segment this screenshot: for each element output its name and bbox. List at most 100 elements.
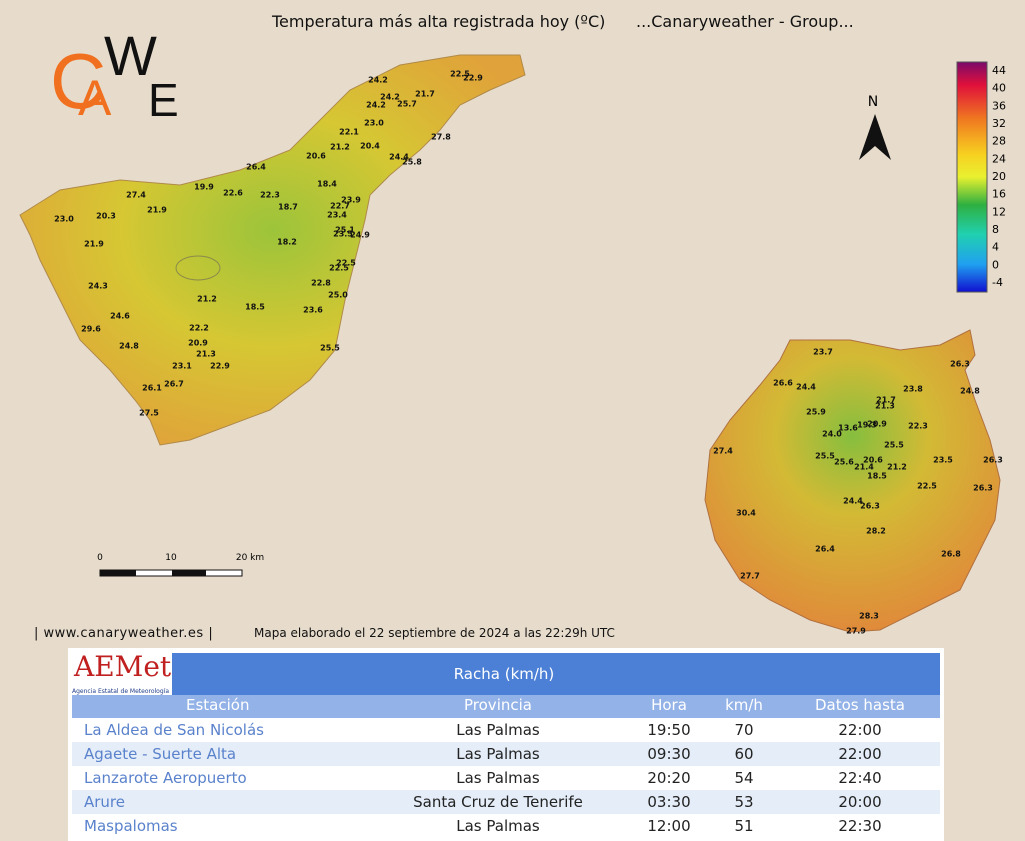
temperature-label: 22.9	[463, 74, 483, 83]
legend-label: 16	[992, 188, 1006, 201]
temperature-label: 26.1	[142, 384, 162, 393]
temperature-label: 25.5	[884, 441, 904, 450]
temperature-label: 23.6	[303, 306, 323, 315]
scale-label: 10	[165, 553, 177, 563]
temperature-label: 22.3	[260, 191, 280, 200]
temperature-label: 24.8	[960, 387, 980, 396]
table-cell[interactable]: Agaete - Suerte Alta	[84, 745, 237, 763]
temperature-label: 25.0	[328, 291, 348, 300]
legend-label: 0	[992, 258, 999, 271]
north-arrow	[859, 114, 891, 160]
gran-canaria-island	[704, 329, 1001, 633]
temperature-label: 23.0	[364, 119, 384, 128]
aemet-logo-sub: Agencia Estatal de Meteorología	[72, 688, 169, 695]
table-cell: Las Palmas	[456, 721, 540, 739]
temperature-label: 24.4	[796, 383, 816, 392]
logo-letter: W	[104, 24, 157, 87]
temperature-label: 21.7	[415, 90, 435, 99]
temperature-label: 27.9	[846, 627, 866, 636]
temperature-label: 26.4	[246, 163, 266, 172]
temperature-label: 24.0	[822, 430, 842, 439]
column-headers: Estación Provincia Hora km/h Datos hasta	[72, 695, 940, 718]
column-header: Datos hasta	[815, 696, 905, 714]
temperature-label: 24.8	[119, 342, 139, 351]
legend-label: 36	[992, 99, 1006, 112]
temperature-label: 22.5	[329, 264, 349, 273]
temperature-label: 18.5	[245, 303, 265, 312]
temperature-label: 20.9	[188, 339, 208, 348]
table-cell: 03:30	[647, 793, 691, 811]
legend-label: 4	[992, 241, 999, 254]
temperature-label: 23.9	[341, 196, 361, 205]
teide-crater	[175, 255, 221, 281]
temperature-label: 27.4	[126, 191, 146, 200]
table-cell: 19:50	[647, 721, 691, 739]
temperature-label: 22.5	[917, 482, 937, 491]
table-row: Agaete - Suerte Alta Las Palmas 09:30 60 22:…	[72, 742, 940, 766]
temperature-label: 26.3	[983, 456, 1003, 465]
legend-label: 44	[992, 64, 1006, 77]
temperature-label: 28.3	[859, 612, 879, 621]
table-cell: Santa Cruz de Tenerife	[413, 793, 583, 811]
temperature-label: 22.1	[339, 128, 359, 137]
legend-label: -4	[992, 276, 1003, 289]
temperature-label: 19.3	[857, 421, 877, 430]
table-cell: 60	[734, 745, 754, 763]
table-cell[interactable]: Arure	[84, 793, 126, 811]
temperature-label: 19.9	[194, 183, 214, 192]
temperature-label: 25.5	[815, 452, 835, 461]
temperature-label: 22.8	[311, 279, 331, 288]
temperature-label: 26.4	[815, 545, 835, 554]
site-link[interactable]: | www.canaryweather.es |	[34, 626, 214, 641]
table-cell: 20:00	[838, 793, 882, 811]
table-cell: 20:20	[647, 769, 691, 787]
temperature-label: 24.6	[110, 312, 130, 321]
temperature-label: 22.2	[189, 324, 209, 333]
column-header: Hora	[651, 696, 687, 714]
temperature-label: 25.6	[834, 458, 854, 467]
map-title: Temperatura más alta registrada hoy (ºC)	[272, 12, 606, 31]
table-cell: Las Palmas	[456, 817, 540, 835]
temperature-label: 27.7	[740, 572, 760, 581]
table-cell: 70	[734, 721, 754, 739]
temperature-label: 23.7	[813, 348, 833, 357]
table-cell: 51	[734, 817, 754, 835]
temperature-label: 27.4	[713, 447, 733, 456]
aemet-logo-text: AEMet	[74, 650, 172, 683]
group-label: ...Canaryweather - Group...	[636, 12, 854, 31]
table-cell[interactable]: La Aldea de San Nicolás	[84, 721, 264, 739]
temperature-label: 23.1	[172, 362, 192, 371]
temperature-label: 21.7	[876, 396, 896, 405]
temperature-label: 20.3	[96, 212, 116, 221]
table-cell: 22:00	[838, 721, 882, 739]
table-cell: 22:00	[838, 745, 882, 763]
temperature-label: 25.1	[335, 226, 355, 235]
legend-label: 28	[992, 135, 1006, 148]
table-cell: 09:30	[647, 745, 691, 763]
table-row: Maspalomas Las Palmas 12:00 51 22:30	[72, 814, 940, 838]
temperature-label: 22.5	[450, 70, 470, 79]
temperature-label: 21.2	[887, 463, 907, 472]
table-cell: 12:00	[647, 817, 691, 835]
temperature-label: 27.5	[139, 409, 159, 418]
color-bar	[956, 61, 988, 293]
temperature-label: 24.3	[88, 282, 108, 291]
temperature-label: 26.8	[941, 550, 961, 559]
column-header: km/h	[725, 696, 763, 714]
temperature-label: 23.5	[333, 230, 353, 239]
legend-label: 32	[992, 117, 1006, 130]
temperature-label: 25.9	[806, 408, 826, 417]
table-cell[interactable]: Maspalomas	[84, 817, 178, 835]
table-cell[interactable]: Lanzarote Aeropuerto	[84, 769, 247, 787]
temperature-label: 22.7	[330, 202, 350, 211]
table-row: Lanzarote Aeropuerto Las Palmas 20:20 54 22:…	[72, 766, 940, 790]
temperature-label: 25.7	[397, 100, 417, 109]
temperature-label: 29.6	[81, 325, 101, 334]
temperature-label: 26.3	[950, 360, 970, 369]
logo-letter: A	[78, 70, 112, 126]
tenerife-labels: 22.522.924.224.2 21.724.2 25.723.022.127.8…	[54, 70, 483, 418]
temperature-label: 24.2	[368, 76, 388, 85]
temperature-label: 18.7	[278, 203, 298, 212]
